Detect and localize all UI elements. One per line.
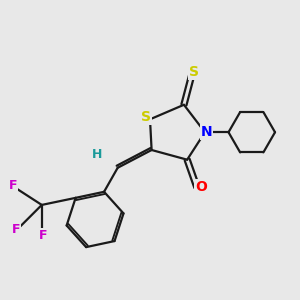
Text: F: F [8,179,17,192]
Text: S: S [189,65,199,80]
Text: F: F [39,229,48,242]
Text: F: F [12,223,20,236]
Text: S: S [141,110,151,124]
Text: N: N [201,125,212,139]
Text: O: O [195,180,207,194]
Text: H: H [92,148,102,161]
